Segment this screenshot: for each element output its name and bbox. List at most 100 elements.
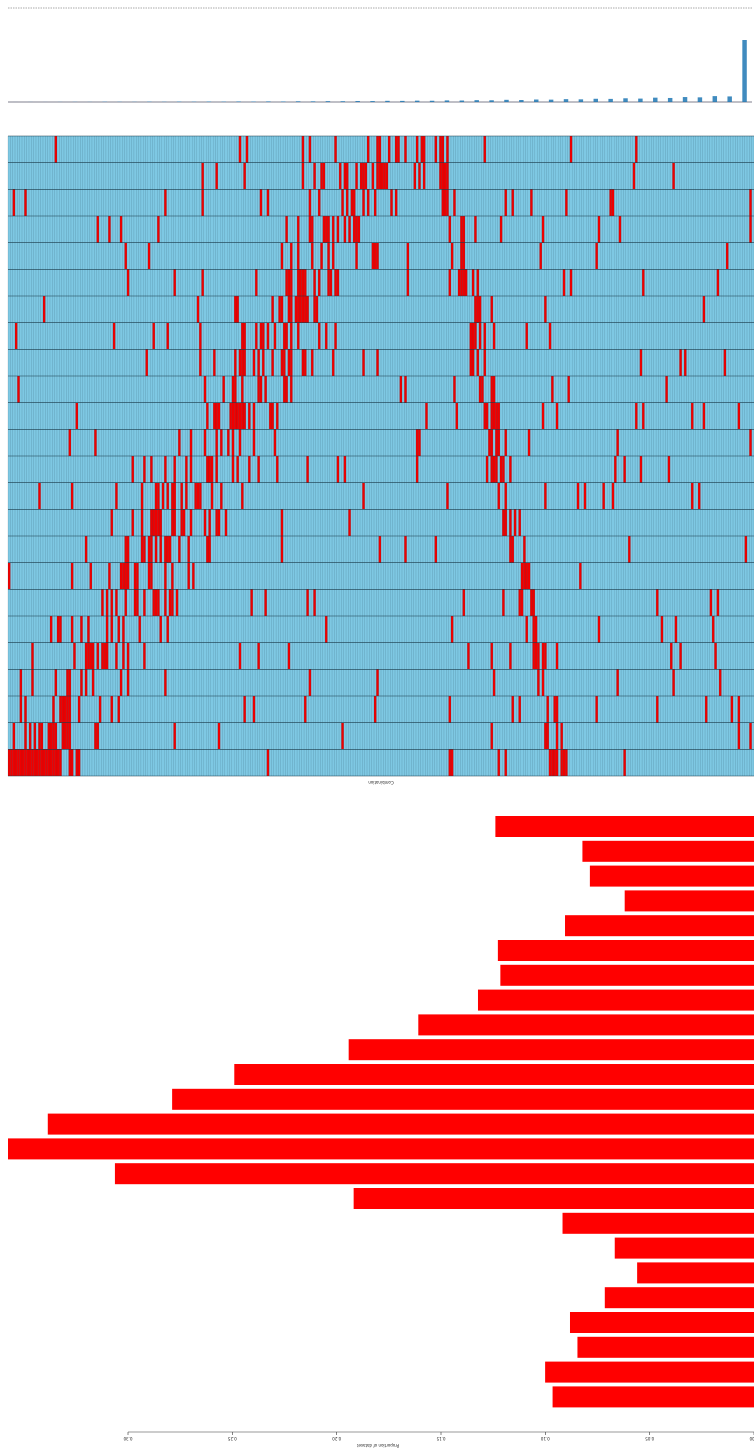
matrix-cell-present: [616, 669, 619, 696]
matrix-cell-present: [189, 509, 193, 536]
matrix-cell-present: [201, 189, 204, 216]
matrix-cell-present: [196, 296, 200, 323]
matrix-cell-present: [96, 216, 99, 243]
matrix-cell-present: [119, 669, 123, 696]
matrix-cell-present: [537, 669, 540, 696]
matrix-cell-present: [325, 322, 328, 350]
matrix-cell-present: [19, 669, 23, 696]
set-size-bar: [495, 816, 754, 837]
matrix-cell-present: [376, 242, 379, 270]
matrix-cell-present: [483, 136, 486, 163]
matrix-cell-present: [656, 589, 659, 616]
matrix-cell-present: [460, 242, 463, 270]
intersection-bar: [742, 40, 747, 102]
matrix-cell-present: [490, 456, 493, 483]
matrix-cell-present: [378, 536, 382, 563]
set-size-bar: [552, 1386, 754, 1408]
matrix-cell-present: [322, 216, 326, 243]
matrix-cell-present: [560, 749, 563, 776]
matrix-cell-present: [485, 402, 489, 430]
matrix-cell-present: [108, 562, 111, 590]
matrix-cell-present: [308, 669, 312, 696]
matrix-cell-present: [287, 269, 291, 296]
matrix-cell-present: [238, 136, 242, 163]
matrix-cell-present: [229, 402, 232, 430]
matrix-cell-present: [215, 402, 218, 430]
matrix-cell-present: [257, 456, 260, 483]
intersection-bar: [489, 100, 494, 102]
matrix-cell-present: [133, 562, 137, 590]
matrix-cell-present: [61, 722, 64, 750]
matrix-cell-present: [635, 136, 638, 163]
set-size-bar: [418, 1014, 754, 1036]
matrix-cell-present: [387, 136, 391, 163]
matrix-cell-present: [362, 189, 365, 216]
matrix-cell-present: [131, 509, 134, 536]
matrix-cell-present: [478, 322, 482, 350]
matrix-cell-present: [40, 722, 44, 750]
matrix-cell-present: [308, 216, 312, 243]
matrix-cell-present: [126, 669, 130, 696]
matrix-cell-present: [271, 402, 274, 430]
matrix-cell-present: [252, 429, 256, 456]
matrix-cell-present: [719, 669, 722, 696]
matrix-cell-present: [660, 616, 664, 643]
matrix-cell-present: [497, 402, 500, 430]
matrix-cell-present: [8, 562, 11, 590]
matrix-cell-present: [52, 722, 55, 750]
matrix-cell-present: [441, 189, 444, 216]
matrix-cell-present: [560, 722, 563, 750]
matrix-cell-present: [171, 562, 174, 590]
matrix-cell-present: [313, 269, 316, 296]
matrix-cell-present: [453, 376, 456, 403]
matrix-cell-present: [665, 376, 668, 403]
matrix-cell-present: [266, 189, 270, 216]
set-size-bar: [47, 1113, 754, 1135]
matrix-cell-present: [481, 376, 484, 403]
matrix-cell-present: [749, 722, 752, 750]
matrix-cell-present: [182, 509, 186, 536]
matrix-cell-present: [217, 402, 221, 430]
matrix-cell-present: [164, 669, 167, 696]
matrix-cell-present: [68, 749, 71, 776]
matrix-cell-present: [420, 136, 424, 163]
matrix-cell-present: [84, 642, 88, 670]
matrix-cell-present: [415, 429, 419, 456]
matrix-cell-present: [243, 696, 246, 723]
matrix-cell-present: [68, 429, 71, 456]
matrix-cell-present: [24, 189, 27, 216]
matrix-cell-present: [544, 722, 547, 750]
matrix-cell-present: [362, 162, 365, 190]
set-size-bar: [172, 1088, 754, 1110]
matrix-cell-present: [691, 482, 694, 510]
matrix-cell-present: [422, 162, 426, 190]
matrix-cell-present: [24, 749, 27, 776]
matrix-cell-present: [497, 749, 500, 776]
matrix-cell-present: [145, 349, 148, 376]
matrix-cell-present: [334, 136, 337, 163]
matrix-cell-present: [269, 402, 272, 430]
matrix-cell-present: [38, 722, 41, 750]
matrix-cell-present: [126, 642, 130, 670]
matrix-cell-present: [448, 269, 451, 296]
matrix-cell-present: [164, 189, 167, 216]
matrix-cell-present: [499, 456, 503, 483]
matrix-cell-present: [509, 509, 512, 536]
matrix-cell-present: [327, 216, 330, 243]
matrix-cell-present: [243, 349, 246, 376]
matrix-cell-present: [119, 562, 123, 590]
matrix-cell-present: [115, 482, 118, 510]
matrix-cell-present: [301, 162, 305, 190]
matrix-cell-present: [371, 242, 375, 270]
matrix-cell-present: [534, 642, 538, 670]
matrix-cell-present: [446, 162, 449, 190]
matrix-cell-present: [434, 136, 437, 163]
matrix-cell-present: [471, 349, 475, 376]
matrix-cell-present: [497, 482, 500, 510]
matrix-cell-present: [84, 669, 88, 696]
matrix-cell-present: [108, 216, 111, 243]
matrix-cell-present: [527, 562, 531, 590]
matrix-cell-present: [56, 749, 60, 776]
matrix-cell-present: [453, 189, 456, 216]
matrix-cell-present: [525, 562, 528, 590]
